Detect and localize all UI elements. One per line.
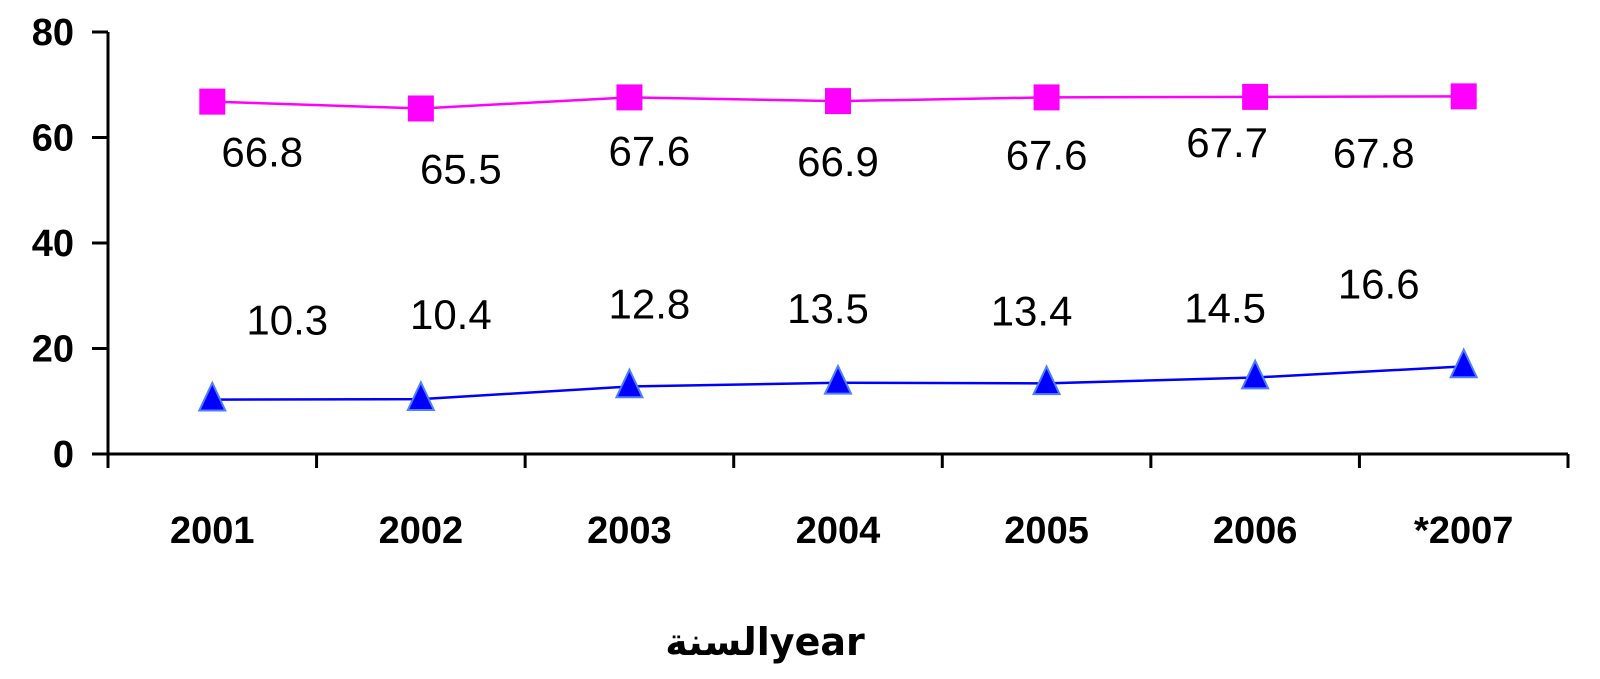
series-layer: 66.8 65.5 67.6 66.9 67.6 67.7 67.8 10.3 10.4 12.8…	[197, 83, 1479, 412]
data-label: 10.3	[246, 297, 328, 344]
square-marker	[1450, 83, 1477, 110]
series-2: 10.3 10.4 12.8 13.5 13.4 14.5 16.6	[197, 260, 1479, 412]
square-marker	[825, 88, 851, 115]
triangle-marker	[197, 380, 227, 412]
x-tick-label: *2007	[1414, 510, 1513, 552]
data-label: 66.8	[221, 129, 303, 176]
x-tick-label: 2004	[796, 510, 881, 552]
data-label: 67.6	[609, 127, 691, 174]
y-tick-label: 0	[53, 434, 74, 476]
y-tick-label: 60	[32, 118, 74, 160]
data-label: 67.8	[1333, 129, 1415, 176]
x-tick-label: 2001	[170, 510, 255, 552]
x-tick-label: 2005	[1004, 510, 1089, 552]
x-tick-label: 2002	[379, 510, 464, 552]
triangle-marker	[406, 379, 436, 411]
square-marker	[1033, 84, 1060, 111]
data-label: 12.8	[609, 280, 691, 327]
data-label: 13.5	[787, 285, 869, 332]
data-label: 16.6	[1338, 260, 1420, 307]
x-tick-label: 2006	[1213, 510, 1298, 552]
data-label: 67.6	[1006, 131, 1088, 178]
data-label: 65.5	[420, 145, 502, 192]
triangle-marker	[1240, 358, 1270, 390]
square-marker	[407, 95, 434, 122]
y-ticks: 0 20 40 60 80	[32, 12, 108, 476]
data-label: 10.4	[410, 291, 492, 338]
triangle-marker	[1449, 347, 1479, 379]
data-label: 67.7	[1186, 119, 1268, 166]
y-tick-label: 20	[32, 329, 74, 371]
triangle-marker	[823, 363, 853, 395]
triangle-marker	[614, 367, 645, 399]
square-marker	[1242, 83, 1269, 110]
square-marker	[616, 84, 643, 111]
x-axis-title: السنةyear	[665, 620, 865, 664]
y-tick-label: 40	[32, 223, 74, 265]
y-tick-label: 80	[32, 12, 74, 54]
triangle-marker	[1031, 364, 1062, 396]
data-label: 13.4	[991, 287, 1073, 334]
data-label: 66.9	[797, 138, 879, 185]
x-tick-label: 2003	[587, 510, 672, 552]
square-marker	[199, 88, 226, 115]
data-label: 14.5	[1184, 285, 1266, 332]
x-ticks: 2001 2002 2003 2004 2005 2006 *2007	[106, 454, 1570, 552]
series-1: 66.8 65.5 67.6 66.9 67.6 67.7 67.8	[199, 83, 1477, 192]
